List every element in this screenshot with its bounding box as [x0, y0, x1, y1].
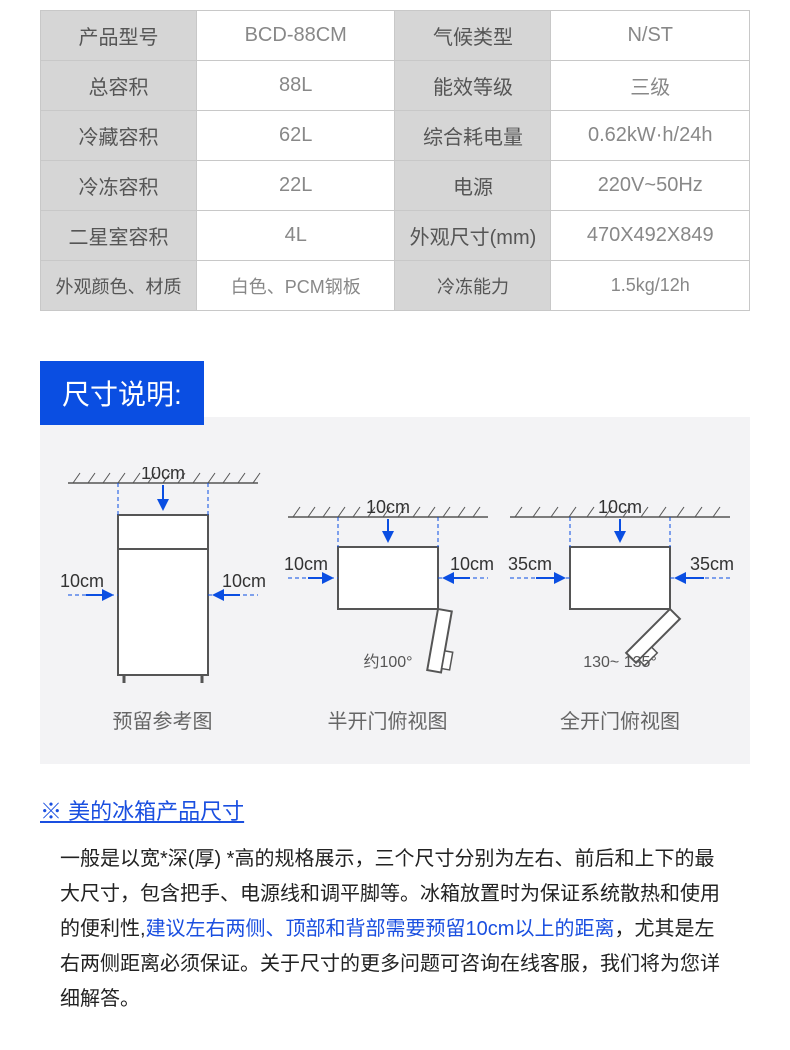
spec-label: 能效等级 — [395, 61, 551, 111]
table-row: 冷藏容积 62L 综合耗电量 0.62kW·h/24h — [41, 111, 750, 161]
diagram-caption: 预留参考图 — [113, 705, 213, 734]
note-highlight: 建议左右两侧、顶部和背部需要预留10cm以上的距离 — [146, 918, 615, 940]
spec-value: 三级 — [551, 61, 750, 111]
spec-label: 外观尺寸(mm) — [395, 211, 551, 261]
note-body: 一般是以宽*深(厚) *高的规格展示，三个尺寸分别为左右、前后和上下的最大尺寸，… — [40, 842, 750, 1017]
dimensions-section-title: 尺寸说明: — [40, 361, 204, 425]
diagram-reserve: 10cm 10cm 10cm 预留参考图 — [50, 467, 275, 734]
spec-label: 总容积 — [41, 61, 197, 111]
spec-value: 220V~50Hz — [551, 161, 750, 211]
half-open-diagram-svg: 10cm 10cm 10cm 约100° — [278, 467, 498, 687]
svg-text:10cm: 10cm — [283, 554, 327, 574]
svg-text:10cm: 10cm — [365, 497, 409, 517]
table-row: 总容积 88L 能效等级 三级 — [41, 61, 750, 111]
spec-label: 外观颜色、材质 — [41, 261, 197, 311]
svg-text:35cm: 35cm — [690, 554, 734, 574]
full-open-diagram-svg: 10cm 35cm 35cm 130~ 135° — [500, 467, 740, 687]
reserve-diagram-svg: 10cm 10cm 10cm — [58, 467, 268, 687]
spec-value: 22L — [196, 161, 395, 211]
spec-label: 电源 — [395, 161, 551, 211]
dim-right-label: 10cm — [221, 571, 265, 591]
spec-value: 白色、PCM钢板 — [196, 261, 395, 311]
spec-value: 62L — [196, 111, 395, 161]
spec-label: 冷藏容积 — [41, 111, 197, 161]
spec-label: 冷冻容积 — [41, 161, 197, 211]
spec-label: 气候类型 — [395, 11, 551, 61]
svg-text:10cm: 10cm — [449, 554, 493, 574]
dim-left-label: 10cm — [59, 571, 103, 591]
svg-text:10cm: 10cm — [598, 497, 642, 517]
svg-text:35cm: 35cm — [508, 554, 552, 574]
spec-label: 二星室容积 — [41, 211, 197, 261]
spec-table: 产品型号 BCD-88CM 气候类型 N/ST 总容积 88L 能效等级 三级 … — [40, 10, 750, 311]
table-row: 产品型号 BCD-88CM 气候类型 N/ST — [41, 11, 750, 61]
spec-value: 0.62kW·h/24h — [551, 111, 750, 161]
diagram-caption: 全开门俯视图 — [560, 705, 680, 734]
angle-label: 约100° — [363, 653, 412, 671]
table-row: 二星室容积 4L 外观尺寸(mm) 470X492X849 — [41, 211, 750, 261]
table-row: 外观颜色、材质 白色、PCM钢板 冷冻能力 1.5kg/12h — [41, 261, 750, 311]
spec-value: BCD-88CM — [196, 11, 395, 61]
dimension-diagrams: 10cm 10cm 10cm 预留参考图 — [40, 417, 750, 764]
spec-value: 4L — [196, 211, 395, 261]
spec-value: 1.5kg/12h — [551, 261, 750, 311]
spec-label: 产品型号 — [41, 11, 197, 61]
spec-label: 冷冻能力 — [395, 261, 551, 311]
spec-value: N/ST — [551, 11, 750, 61]
spec-value: 88L — [196, 61, 395, 111]
diagram-caption: 半开门俯视图 — [328, 705, 448, 734]
angle-label: 130~ 135° — [583, 654, 657, 671]
diagram-full-open: 10cm 35cm 35cm 130~ 135° 全开门俯视图 — [500, 467, 740, 734]
dim-top-label: 10cm — [140, 467, 184, 483]
spec-label: 综合耗电量 — [395, 111, 551, 161]
note-title: ※ 美的冰箱产品尺寸 — [40, 794, 750, 826]
spec-value: 470X492X849 — [551, 211, 750, 261]
diagram-half-open: 10cm 10cm 10cm 约100° 半开门俯视图 — [275, 467, 500, 734]
table-row: 冷冻容积 22L 电源 220V~50Hz — [41, 161, 750, 211]
